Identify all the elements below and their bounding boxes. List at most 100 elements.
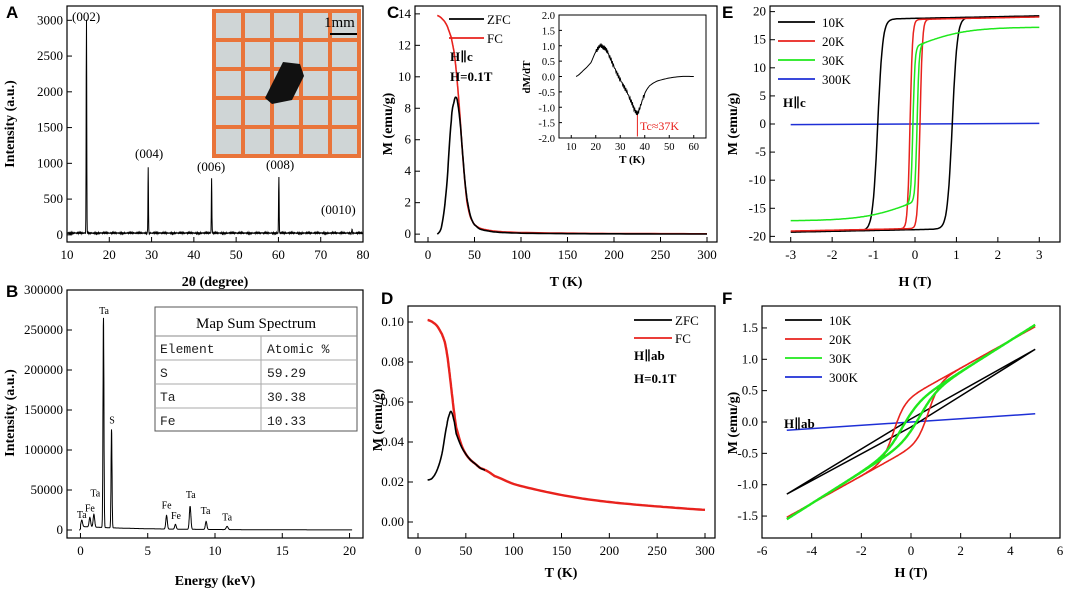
grid-cell [245, 71, 270, 96]
grid-cell [216, 100, 241, 125]
y-tick-label: 5 [760, 88, 767, 103]
peak-label-004: (004) [135, 146, 163, 161]
panel-f: F -6 -4 -2 0 2 4 6 1.5 1.0 0.5 0.0 -0.5 -1.0 -1.5 10… [722, 289, 1064, 581]
dmdt-curve [575, 43, 694, 116]
legend-label: 20K [822, 34, 845, 49]
legend-zfc: ZFC [675, 313, 699, 328]
grid-cell [216, 42, 241, 67]
y-tick-label: 500 [44, 191, 64, 206]
y-tick-label: 10 [398, 69, 411, 84]
panel-d-xlabel: T (K) [545, 566, 578, 581]
y-tick-label: 0 [405, 226, 412, 241]
scale-bar-label: 1mm [324, 15, 355, 31]
y-tick-label: -1.5 [538, 119, 555, 130]
y-tick-label: 100000 [24, 442, 63, 457]
panel-c-ylabel: M (emu/g) [381, 92, 396, 155]
hysteresis-loop-20K [790, 16, 1040, 232]
y-tick-label: 0.04 [381, 434, 404, 449]
x-tick-label: -1 [868, 247, 879, 262]
x-tick-label: 10 [566, 142, 577, 153]
legend-label: 10K [829, 313, 852, 328]
x-tick-label: 100 [504, 543, 524, 558]
grid-cell [332, 129, 357, 154]
peak-label-0010: (0010) [321, 202, 356, 217]
y-tick-label: -0.5 [737, 445, 758, 460]
hysteresis-loop-30K [790, 26, 1040, 222]
legend-label: 10K [822, 15, 845, 30]
inset-ylabel: dM/dT [521, 60, 533, 94]
y-tick-label: 1.5 [542, 26, 555, 37]
y-tick-label: 0.00 [381, 514, 404, 529]
edx-peak-label: Ta [77, 510, 87, 521]
x-tick-label: 200 [604, 247, 624, 262]
y-tick-label: 0 [760, 116, 767, 131]
legend-label: 300K [822, 72, 852, 87]
y-tick-label: 0 [57, 522, 64, 537]
y-tick-label: 2.0 [542, 11, 555, 22]
grid-cell [216, 129, 241, 154]
grid-cell [245, 13, 270, 38]
y-tick-label: -20 [749, 228, 766, 243]
hysteresis-loop-30K [786, 323, 1036, 521]
edx-peak-label: Ta [222, 512, 232, 523]
grid-cell [274, 100, 299, 125]
edx-peak-label: Ta [186, 490, 196, 501]
hysteresis-loop-10K [786, 348, 1036, 495]
x-tick-label: 0 [425, 247, 432, 262]
y-tick-label: -10 [749, 172, 766, 187]
peak-label-002: (002) [72, 9, 100, 24]
xrd-curve [66, 19, 364, 236]
grid-cell [216, 71, 241, 96]
y-tick-label: 14 [398, 6, 412, 21]
y-tick-label: 1.0 [742, 351, 758, 366]
y-tick-label: 0.06 [381, 394, 404, 409]
y-tick-label: -0.5 [538, 88, 555, 99]
y-tick-label: 0.0 [742, 414, 758, 429]
legend-label: 20K [829, 332, 852, 347]
peak-label-008: (008) [266, 157, 294, 172]
y-tick-label: 1.5 [742, 320, 758, 335]
x-tick-label: 0 [77, 543, 84, 558]
zfc-curve [436, 96, 707, 235]
y-tick-label: 150000 [24, 402, 63, 417]
x-tick-label: 2 [957, 543, 964, 558]
y-tick-label: 0 [57, 227, 64, 242]
table-title: Map Sum Spectrum [196, 316, 316, 332]
y-tick-label: 20 [753, 4, 766, 19]
x-tick-label: 150 [552, 543, 572, 558]
y-tick-label: 10 [753, 60, 766, 75]
panel-b-letter: B [6, 282, 18, 301]
y-tick-label: 3000 [37, 12, 63, 27]
y-tick-label: 6 [405, 132, 412, 147]
y-tick-label: 1500 [37, 120, 63, 135]
field-direction: H∥c [450, 49, 473, 64]
x-tick-label: 20 [591, 142, 602, 153]
legend-label: 300K [829, 370, 859, 385]
grid-cell [245, 100, 270, 125]
grid-cell [332, 71, 357, 96]
x-tick-label: 150 [558, 247, 578, 262]
inset-xlabel: T (K) [619, 154, 645, 166]
edx-peak-label: Ta [201, 506, 211, 517]
grid-cell [332, 42, 357, 67]
table-header-element: Element [160, 342, 215, 357]
table-header-atomic: Atomic % [267, 342, 330, 357]
peak-label-006: (006) [197, 159, 225, 174]
y-tick-label: 0.08 [381, 354, 404, 369]
x-tick-label: 10 [209, 543, 222, 558]
x-tick-label: 3 [1036, 247, 1043, 262]
x-tick-label: 20 [343, 543, 356, 558]
panel-a: A 10 20 30 40 50 60 70 80 0 500 1000 1500 2000 2500 3… [3, 3, 370, 290]
grid-cell [245, 42, 270, 67]
y-tick-label: 2000 [37, 84, 63, 99]
field-value: H=0.1T [634, 371, 677, 386]
x-tick-label: 70 [314, 247, 327, 262]
y-tick-label: 4 [405, 163, 412, 178]
legend-fc: FC [487, 31, 503, 46]
grid-cell [303, 13, 328, 38]
panel-a-ylabel: Intensity (a.u.) [3, 80, 18, 168]
y-tick-label: 2500 [37, 48, 63, 63]
edx-peak-label: Ta [90, 488, 100, 499]
field-direction: H∥c [783, 95, 806, 110]
